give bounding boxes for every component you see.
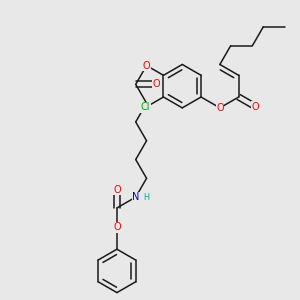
Text: O: O [252, 102, 260, 112]
Text: H: H [144, 193, 150, 202]
Text: N: N [132, 192, 140, 202]
Text: O: O [113, 223, 121, 232]
Text: O: O [216, 103, 224, 113]
Text: O: O [113, 184, 121, 194]
Text: O: O [153, 79, 160, 89]
Text: Cl: Cl [141, 102, 150, 112]
Text: O: O [143, 61, 150, 70]
